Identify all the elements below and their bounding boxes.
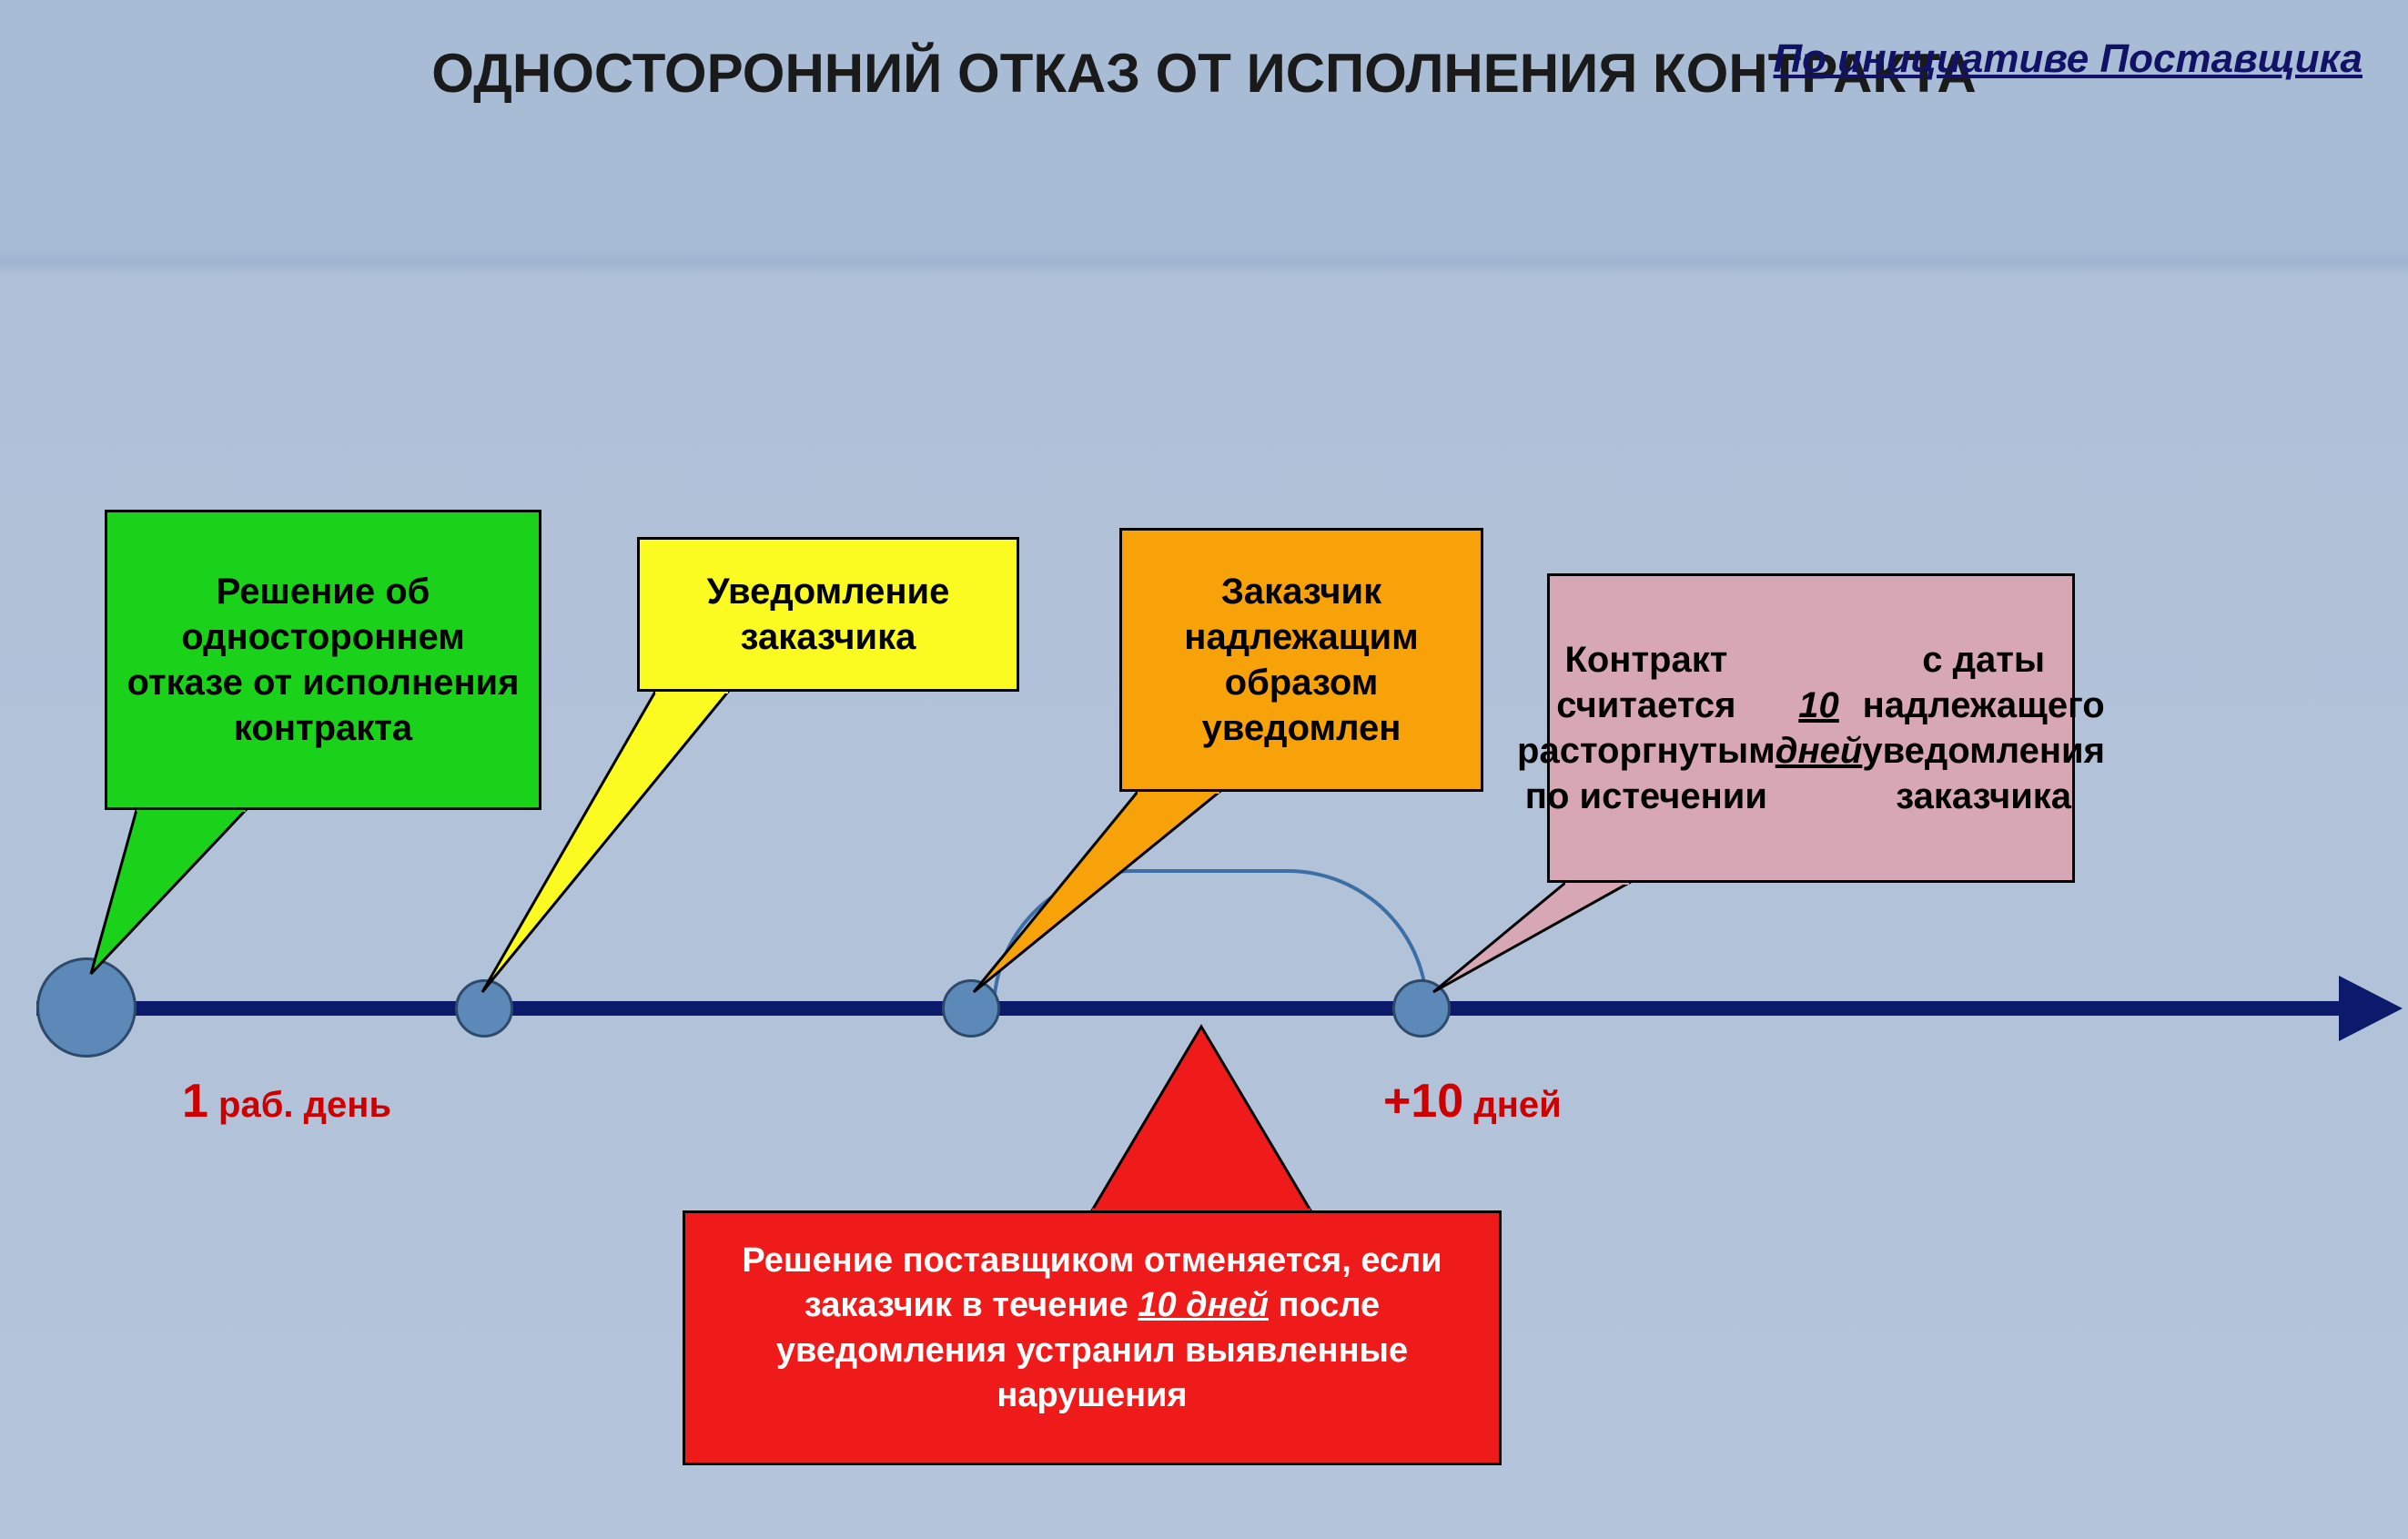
red-callout-box: Решение поставщиком отменяется, если зак… (683, 1210, 1502, 1465)
